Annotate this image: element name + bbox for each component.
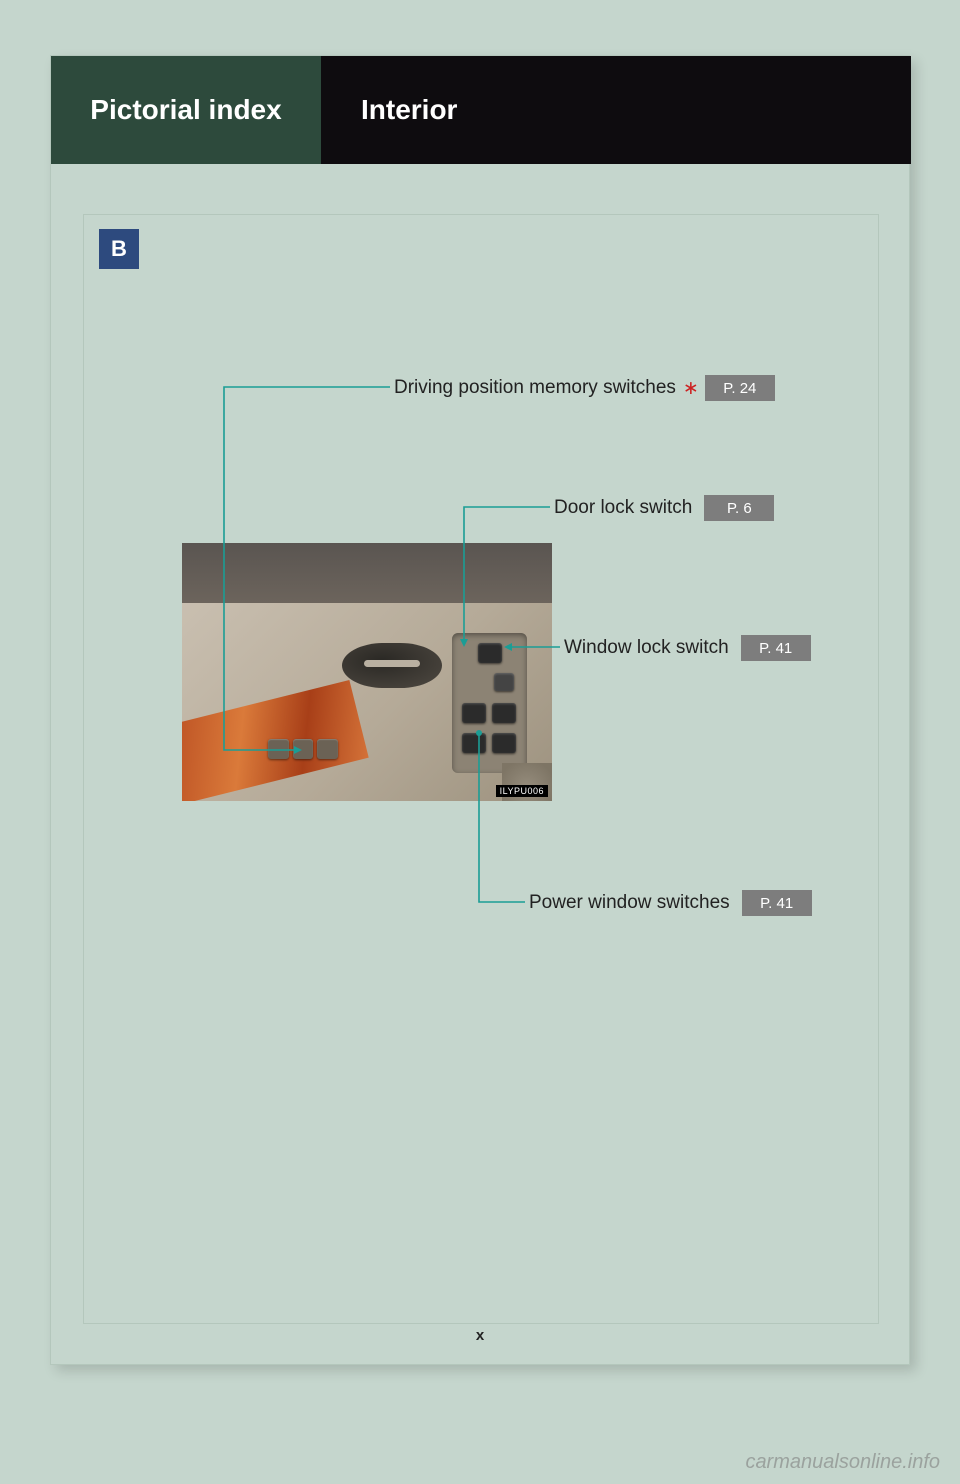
callout-power-text: Power window switches <box>529 892 730 914</box>
photo-window-sw-2 <box>492 703 516 723</box>
page-ref-memory[interactable]: P. 24 <box>705 375 775 401</box>
photo-door-handle <box>342 643 442 688</box>
callout-memory: Driving position memory switches ∗ P. 24 <box>394 375 775 401</box>
photo-windowlock-switch <box>494 673 514 691</box>
page-ref-power[interactable]: P. 41 <box>742 890 812 916</box>
content-frame: B Driving position memory switches ∗ P. 2… <box>83 214 879 1324</box>
page-ref-windowlock[interactable]: P. 41 <box>741 635 811 661</box>
callout-windowlock-text: Window lock switch <box>564 637 729 659</box>
page-number: x <box>51 1327 909 1344</box>
callout-windowlock: Window lock switch P. 41 <box>564 635 811 661</box>
page-ref-doorlock[interactable]: P. 6 <box>704 495 774 521</box>
photo-window-sw-3 <box>462 733 486 753</box>
asterisk-icon: ∗ <box>683 377 699 400</box>
photo-window-sw-1 <box>462 703 486 723</box>
photo-switch-plate <box>452 633 527 773</box>
door-panel-photo: ILYPU006 <box>182 543 552 801</box>
header-left: Pictorial index <box>51 56 321 164</box>
callout-doorlock-text: Door lock switch <box>554 497 692 519</box>
photo-window-sw-4 <box>492 733 516 753</box>
watermark: carmanualsonline.info <box>745 1451 940 1474</box>
callout-memory-text: Driving position memory switches <box>394 377 676 399</box>
photo-upper-trim <box>182 543 552 603</box>
page-inner: Pictorial index Interior B Driving posit… <box>50 55 910 1365</box>
header-right: Interior <box>321 56 911 164</box>
photo-memory-switches <box>268 739 338 759</box>
callout-power: Power window switches P. 41 <box>529 890 812 916</box>
callout-doorlock: Door lock switch P. 6 <box>554 495 774 521</box>
photo-doorlock-switch <box>478 643 502 663</box>
image-id-label: ILYPU006 <box>496 785 548 797</box>
section-badge: B <box>99 229 139 269</box>
page-header: Pictorial index Interior <box>51 56 911 164</box>
